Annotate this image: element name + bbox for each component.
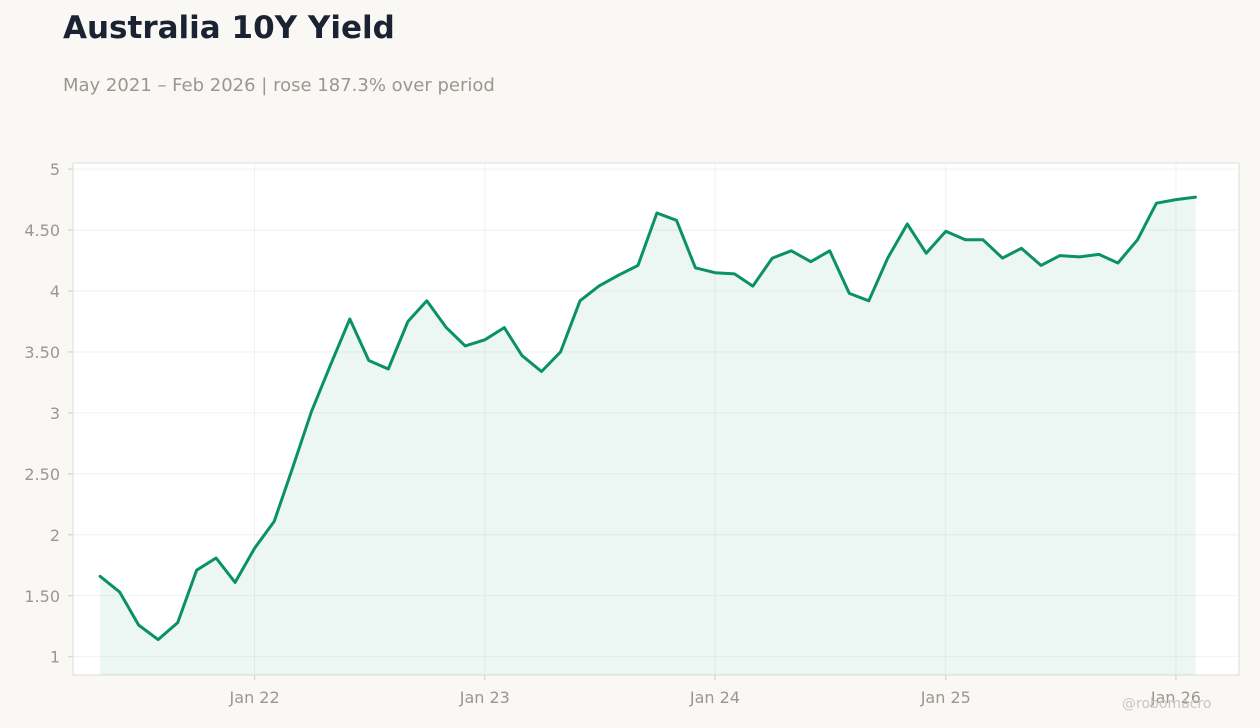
data-point (1020, 247, 1023, 250)
data-point (637, 264, 640, 267)
data-point (310, 410, 313, 413)
series-line (98, 195, 1197, 642)
data-point (387, 368, 390, 371)
data-point (290, 469, 293, 472)
data-point (215, 557, 218, 560)
y-tick-label: 2.50 (24, 465, 60, 484)
data-point (944, 230, 947, 233)
data-point (809, 260, 812, 263)
data-point (1001, 257, 1004, 260)
data-point (617, 274, 620, 277)
data-point (234, 581, 237, 584)
data-point (1040, 264, 1043, 267)
data-point (655, 212, 658, 215)
data-point (1078, 255, 1081, 258)
data-point (464, 344, 467, 347)
data-point (406, 320, 409, 323)
data-point (964, 238, 967, 241)
y-tick-label: 3 (50, 404, 60, 423)
data-point (99, 575, 102, 578)
data-point (273, 520, 276, 523)
data-point (733, 272, 736, 275)
data-point (597, 285, 600, 288)
data-point (1194, 196, 1197, 199)
data-point (118, 591, 121, 594)
y-tick-label: 2 (50, 526, 60, 545)
data-point (157, 638, 160, 641)
y-axis: 1 1.50 2 2.50 3 3.50 4 4.50 5 (24, 160, 73, 667)
data-point (790, 249, 793, 252)
data-point (828, 249, 831, 252)
data-point (751, 285, 754, 288)
data-point (503, 326, 506, 329)
data-point (521, 354, 524, 357)
data-point (867, 299, 870, 302)
y-tick-label: 5 (50, 160, 60, 179)
series-area (100, 197, 1196, 675)
x-tick-label: Jan 24 (689, 688, 740, 707)
data-point (1058, 254, 1061, 257)
data-point (137, 624, 140, 627)
watermark: @robomacro (1122, 696, 1212, 712)
data-point (559, 351, 562, 354)
data-point (445, 326, 448, 329)
x-axis: Jan 22 Jan 23 Jan 24 Jan 25 Jan 26 (229, 675, 1201, 707)
y-tick-label: 4.50 (24, 221, 60, 240)
data-point (675, 219, 678, 222)
plot-area (72, 162, 1240, 676)
data-point (1155, 202, 1158, 205)
y-tick-label: 3.50 (24, 343, 60, 362)
data-point (195, 569, 198, 572)
data-point (253, 547, 256, 550)
y-tick-label: 1.50 (24, 587, 60, 606)
data-point (1116, 262, 1119, 265)
x-tick-label: Jan 25 (920, 688, 971, 707)
y-tick-label: 1 (50, 648, 60, 667)
chart-subtitle: May 2021 – Feb 2026 | rose 187.3% over p… (63, 75, 495, 96)
data-point (1136, 238, 1139, 241)
x-tick-label: Jan 22 (229, 688, 280, 707)
data-point (1174, 198, 1177, 201)
grid-lines (73, 163, 1239, 675)
data-point (425, 299, 428, 302)
data-point (348, 318, 351, 321)
data-point (694, 266, 697, 269)
data-point (540, 370, 543, 373)
data-point (848, 292, 851, 295)
data-point (982, 238, 985, 241)
x-tick-label: Jan 26 (1150, 688, 1201, 707)
data-point (367, 359, 370, 362)
data-point (1098, 253, 1101, 256)
data-point (906, 223, 909, 226)
y-tick-label: 4 (50, 282, 60, 301)
data-point (483, 338, 486, 341)
data-point (886, 257, 889, 260)
chart-title: Australia 10Y Yield (63, 10, 395, 46)
data-point (925, 252, 928, 255)
data-point (771, 257, 774, 260)
data-point (579, 299, 582, 302)
data-point (714, 271, 717, 274)
data-point (176, 621, 179, 624)
x-tick-label: Jan 23 (459, 688, 510, 707)
data-point (329, 364, 332, 367)
